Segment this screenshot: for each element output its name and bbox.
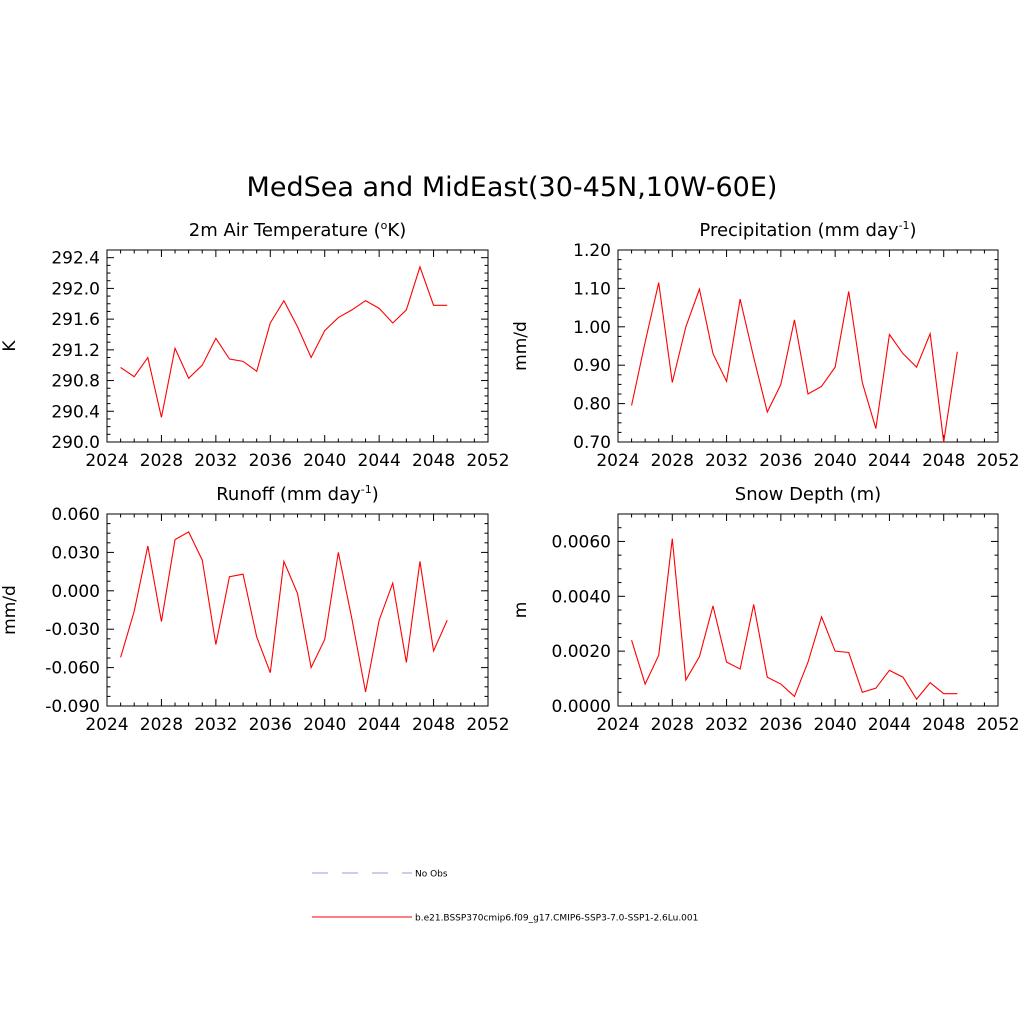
panel-title: Snow Depth (m)	[735, 484, 881, 505]
x-tick-label: 2024	[85, 715, 128, 735]
y-tick-label: 0.70	[573, 433, 611, 453]
panel-title: Precipitation (mm day-1)	[699, 219, 916, 241]
panel-title-superscript: -1	[361, 483, 372, 496]
legend-item: b.e21.BSSP370cmip6.f09_g17.CMIP6-SSP3-7.…	[312, 914, 698, 924]
y-axis-label: m	[511, 602, 531, 619]
x-tick-label: 2028	[140, 715, 183, 735]
y-tick-label: 290.8	[51, 372, 100, 392]
x-tick-label: 2048	[412, 451, 455, 471]
y-tick-label: 0.90	[573, 356, 611, 376]
x-tick-label: 2032	[194, 715, 237, 735]
panel-snow_depth: Snow Depth (m) m 2024 2028 2032 2036 2040 2044 2…	[511, 484, 1020, 735]
x-tick-label: 2028	[140, 451, 183, 471]
x-tick-label: 2052	[466, 715, 509, 735]
y-axis-label: mm/d	[0, 585, 20, 635]
x-tick-label: 2024	[596, 715, 639, 735]
x-tick-label: 2028	[651, 451, 694, 471]
x-tick-label: 2044	[868, 715, 911, 735]
y-tick-label: -0.090	[45, 697, 100, 717]
y-tick-label: 0.030	[51, 543, 100, 563]
plot-frame	[106, 513, 489, 707]
y-tick-label: 0.0000	[552, 697, 611, 717]
x-tick-label: 2036	[249, 451, 292, 471]
x-tick-label: 2040	[303, 715, 346, 735]
y-tick-label: 0.000	[51, 582, 100, 602]
x-tick-label: 2040	[303, 451, 346, 471]
y-tick-label: 0.0040	[552, 587, 611, 607]
x-tick-label: 2036	[249, 715, 292, 735]
panel-title-superscript: -1	[899, 219, 910, 232]
y-tick-label: -0.060	[45, 659, 100, 679]
y-tick-label: 291.6	[51, 310, 100, 330]
y-axis-label: mm/d	[511, 321, 531, 371]
legend: No Obs b.e21.BSSP370cmip6.f09_g17.CMIP6-S…	[312, 870, 698, 924]
y-tick-label: 0.0020	[552, 642, 611, 662]
panel-title-suffix: K)	[387, 220, 406, 241]
x-tick-label: 2036	[759, 451, 802, 471]
legend-label: b.e21.BSSP370cmip6.f09_g17.CMIP6-SSP3-7.…	[415, 914, 698, 924]
series-line	[120, 531, 448, 693]
panel-precip: Precipitation (mm day-1) mm/d 2024 2028 2032…	[511, 219, 1020, 471]
panel-title-text: 2m Air Temperature (	[189, 220, 381, 241]
x-tick-label: 2040	[814, 715, 857, 735]
y-tick-label: 292.0	[51, 279, 100, 299]
y-tick-label: 0.060	[51, 505, 100, 525]
x-tick-label: 2032	[194, 451, 237, 471]
x-tick-label: 2048	[922, 451, 965, 471]
x-tick-label: 2052	[466, 451, 509, 471]
y-tick-label: 0.80	[573, 395, 611, 415]
panel-title-suffix: )	[910, 220, 917, 241]
x-tick-label: 2044	[358, 715, 401, 735]
series-line	[631, 282, 958, 443]
series-line	[631, 538, 958, 701]
panel-title-text: Runoff (mm day	[216, 484, 361, 505]
panel-title-superscript: o	[381, 219, 388, 232]
x-tick-label: 2040	[814, 451, 857, 471]
x-tick-label: 2048	[922, 715, 965, 735]
plot-frame	[617, 513, 999, 707]
x-tick-label: 2044	[868, 451, 911, 471]
x-tick-label: 2052	[976, 715, 1019, 735]
panel-air_temp: 2m Air Temperature (oK) K 2024 2028 2032 2036…	[0, 219, 510, 471]
legend-item: No Obs	[312, 870, 448, 880]
y-tick-label: 292.4	[51, 249, 100, 269]
y-tick-label: 1.20	[573, 241, 611, 261]
panel-title-suffix: )	[372, 484, 379, 505]
x-tick-label: 2052	[976, 451, 1019, 471]
panel-title: 2m Air Temperature (oK)	[189, 219, 406, 241]
y-tick-label: 291.2	[51, 341, 100, 361]
series-line	[120, 265, 448, 418]
x-tick-label: 2044	[358, 451, 401, 471]
panel-title: Runoff (mm day-1)	[216, 483, 379, 505]
legend-label: No Obs	[415, 870, 448, 880]
panels: 2m Air Temperature (oK) K 2024 2028 2032 2036…	[0, 219, 1020, 735]
y-tick-label: 1.00	[573, 318, 611, 338]
y-axis-label: K	[0, 340, 20, 352]
y-tick-label: 1.10	[573, 279, 611, 299]
panel-title-text: Snow Depth (m)	[735, 484, 881, 505]
y-tick-label: 0.0060	[552, 532, 611, 552]
figure-title: MedSea and MidEast(30-45N,10W-60E)	[247, 172, 778, 203]
x-tick-label: 2048	[412, 715, 455, 735]
panel-runoff: Runoff (mm day-1) mm/d 2024 2028 2032 2036 204…	[0, 483, 510, 735]
panel-title-text: Precipitation (mm day	[699, 220, 898, 241]
y-tick-label: -0.030	[45, 620, 100, 640]
plot-frame	[617, 249, 999, 443]
y-tick-label: 290.0	[51, 433, 100, 453]
x-tick-label: 2024	[596, 451, 639, 471]
x-tick-label: 2032	[705, 715, 748, 735]
x-tick-label: 2036	[759, 715, 802, 735]
x-tick-label: 2028	[651, 715, 694, 735]
plot-frame	[106, 249, 489, 443]
x-tick-label: 2024	[85, 451, 128, 471]
y-tick-label: 290.4	[51, 402, 100, 422]
x-tick-label: 2032	[705, 451, 748, 471]
